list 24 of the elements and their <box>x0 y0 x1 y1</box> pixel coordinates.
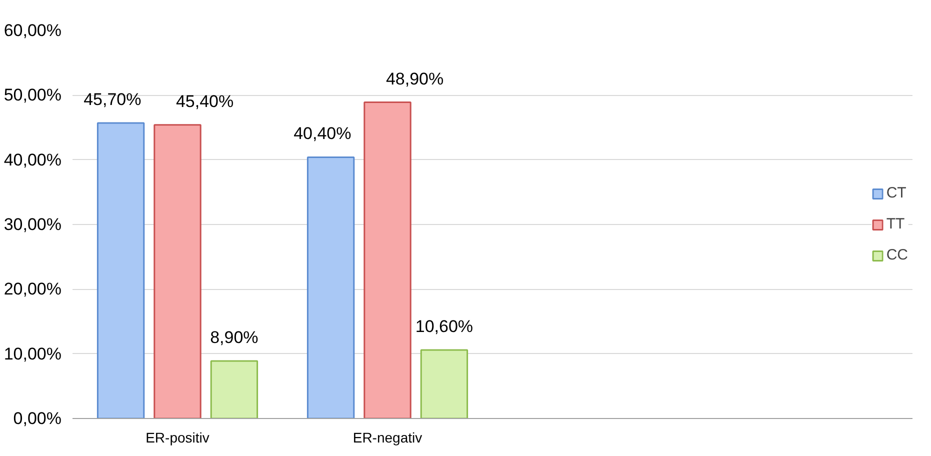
legend-label: CT <box>886 184 906 202</box>
y-tick-label: 30,00% <box>4 215 62 234</box>
bar <box>306 156 355 418</box>
bar <box>364 102 412 418</box>
x-tick-label: ER-negativ <box>352 430 422 446</box>
y-tick-label: 60,00% <box>4 21 62 40</box>
y-tick-label: 50,00% <box>4 86 62 105</box>
y-tick-label: 20,00% <box>4 280 62 299</box>
data-label: 45,70% <box>84 90 142 109</box>
data-label: 10,60% <box>415 316 474 336</box>
bar <box>96 122 145 418</box>
data-label: 45,40% <box>176 92 234 111</box>
y-tick-label: 0,00% <box>13 409 62 428</box>
legend-label: CC <box>886 246 908 264</box>
data-label: 8,90% <box>210 328 258 347</box>
bar <box>210 360 258 418</box>
data-label: 40,40% <box>294 124 352 144</box>
y-tick-label: 10,00% <box>4 344 62 364</box>
legend-label: TT <box>886 216 906 232</box>
x-tick-label: ER-positiv <box>146 430 210 446</box>
y-tick-label: 40,00% <box>4 150 62 170</box>
data-label: 48,90% <box>386 69 444 88</box>
bar <box>154 124 202 418</box>
bar <box>420 349 468 418</box>
